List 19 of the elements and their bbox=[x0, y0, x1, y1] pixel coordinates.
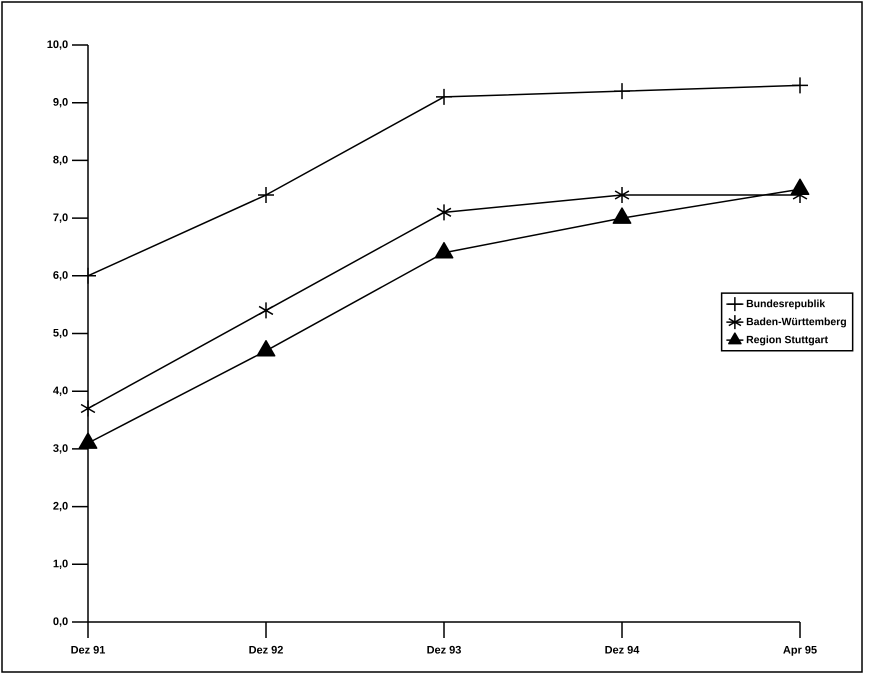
y-tick-label: 4,0 bbox=[53, 386, 68, 396]
y-tick-label: 6,0 bbox=[53, 271, 68, 280]
y-tick-label: 1,0 bbox=[54, 560, 68, 569]
legend-label: Bundesrepublik bbox=[746, 300, 826, 310]
y-tick-label: 8,0 bbox=[53, 156, 68, 166]
y-tick-label: 3,0 bbox=[53, 444, 68, 454]
legend-label: Baden-Württemberg bbox=[746, 318, 846, 328]
x-tick-label: Dez 93 bbox=[427, 646, 461, 654]
x-tick-label: Apr 95 bbox=[783, 646, 817, 656]
x-tick-label: Dez 92 bbox=[249, 646, 283, 654]
y-tick-label: 5,0 bbox=[53, 328, 68, 338]
y-tick-label: 2,0 bbox=[53, 502, 68, 512]
x-tick-label: Dez 94 bbox=[605, 646, 640, 654]
y-tick-label: 7,0 bbox=[53, 213, 68, 223]
x-tick-label: Dez 91 bbox=[71, 646, 106, 654]
y-tick-label: 0,0 bbox=[53, 617, 68, 627]
y-tick-label: 10,0 bbox=[48, 40, 68, 50]
legend-label: Region Stuttgart bbox=[746, 336, 828, 346]
y-tick-label: 9,0 bbox=[53, 98, 68, 108]
